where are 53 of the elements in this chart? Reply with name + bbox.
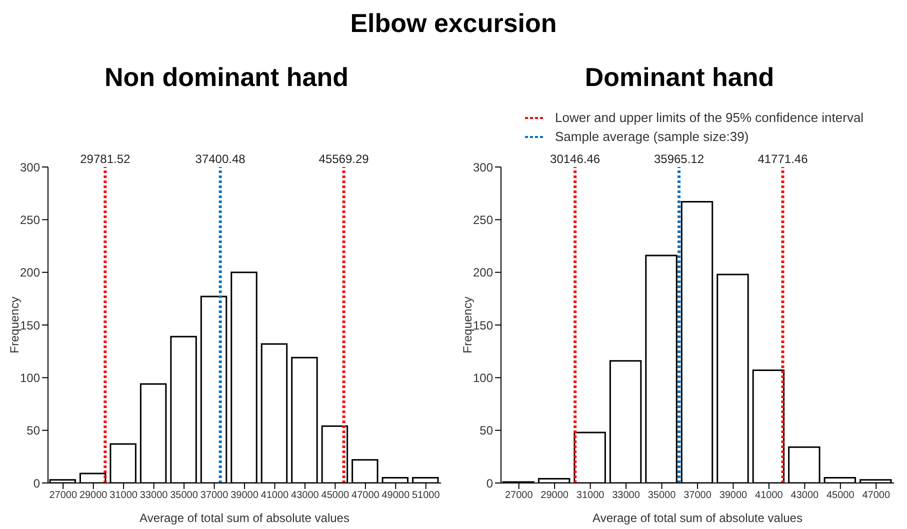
y-tick-label: 0 — [33, 476, 40, 490]
y-tick-label: 150 — [20, 318, 40, 332]
y-tick-label: 150 — [472, 318, 494, 332]
y-tick-label: 250 — [472, 212, 494, 227]
y-tick-label: 300 — [472, 160, 494, 174]
x-tick-label: 29000 — [540, 490, 569, 502]
x-tick-label: 35000 — [648, 490, 676, 502]
text: Sample average (sample size:39) — [555, 129, 749, 144]
ref-line-label: 37400.48 — [195, 152, 246, 166]
y-tick-label: 300 — [20, 160, 40, 174]
y-axis-title: Frequency — [460, 296, 474, 354]
chart-title: Elbow excursion — [349, 8, 558, 39]
x-tick-label: 33000 — [140, 490, 168, 502]
x-tick-label: 35000 — [170, 490, 198, 502]
x-axis-title: Average of total sum of absolute values — [592, 511, 802, 525]
x-tick-label: 45000 — [321, 490, 350, 502]
x-tick-label: 43000 — [291, 490, 320, 502]
y-tick-label: 200 — [20, 266, 40, 280]
chart-subtitle: Non dominant hand — [103, 62, 350, 93]
x-tick-label: 47000 — [862, 490, 890, 502]
x-tick-label: 37000 — [200, 490, 229, 502]
y-tick-label: 50 — [26, 424, 40, 438]
y-tick-label: 100 — [472, 370, 494, 385]
x-tick-label: 43000 — [790, 490, 820, 502]
y-tick-label: 200 — [472, 266, 494, 280]
y-axis-title: Frequency — [7, 296, 22, 354]
x-tick-label: 29000 — [79, 490, 108, 502]
y-tick-label: 0 — [486, 476, 494, 490]
x-tick-label: 51000 — [412, 490, 440, 502]
ref-line-label: 45569.29 — [318, 152, 370, 166]
x-tick-label: 27000 — [504, 490, 534, 502]
x-tick-label: 31000 — [576, 490, 605, 502]
ref-line-label: 30146.46 — [550, 152, 600, 166]
y-tick-label: 50 — [480, 424, 494, 438]
ref-line-label: 41771.46 — [758, 152, 808, 166]
y-tick-label: 100 — [20, 370, 40, 385]
x-tick-label: 41000 — [260, 490, 290, 502]
x-tick-label: 41000 — [755, 490, 784, 502]
x-tick-label: 31000 — [110, 490, 138, 502]
x-tick-label: 47000 — [352, 490, 380, 502]
x-tick-label: 27000 — [49, 490, 78, 502]
x-tick-label: 45000 — [826, 490, 855, 502]
text: Lower and upper limits of the 95% confidence interval — [555, 110, 864, 125]
x-tick-label: 49000 — [382, 490, 410, 502]
ref-line-label: 35965.12 — [654, 152, 704, 166]
x-tick-label: 33000 — [612, 490, 640, 502]
y-tick-label: 250 — [20, 212, 40, 227]
x-tick-label: 39000 — [719, 490, 748, 502]
x-tick-label: 37000 — [684, 490, 712, 502]
x-axis-title: Average of total sum of absolute values — [140, 511, 350, 525]
ref-line-label: 29781.52 — [80, 152, 131, 166]
x-tick-label: 39000 — [230, 490, 259, 502]
chart-title: Dominant hand — [584, 62, 776, 93]
